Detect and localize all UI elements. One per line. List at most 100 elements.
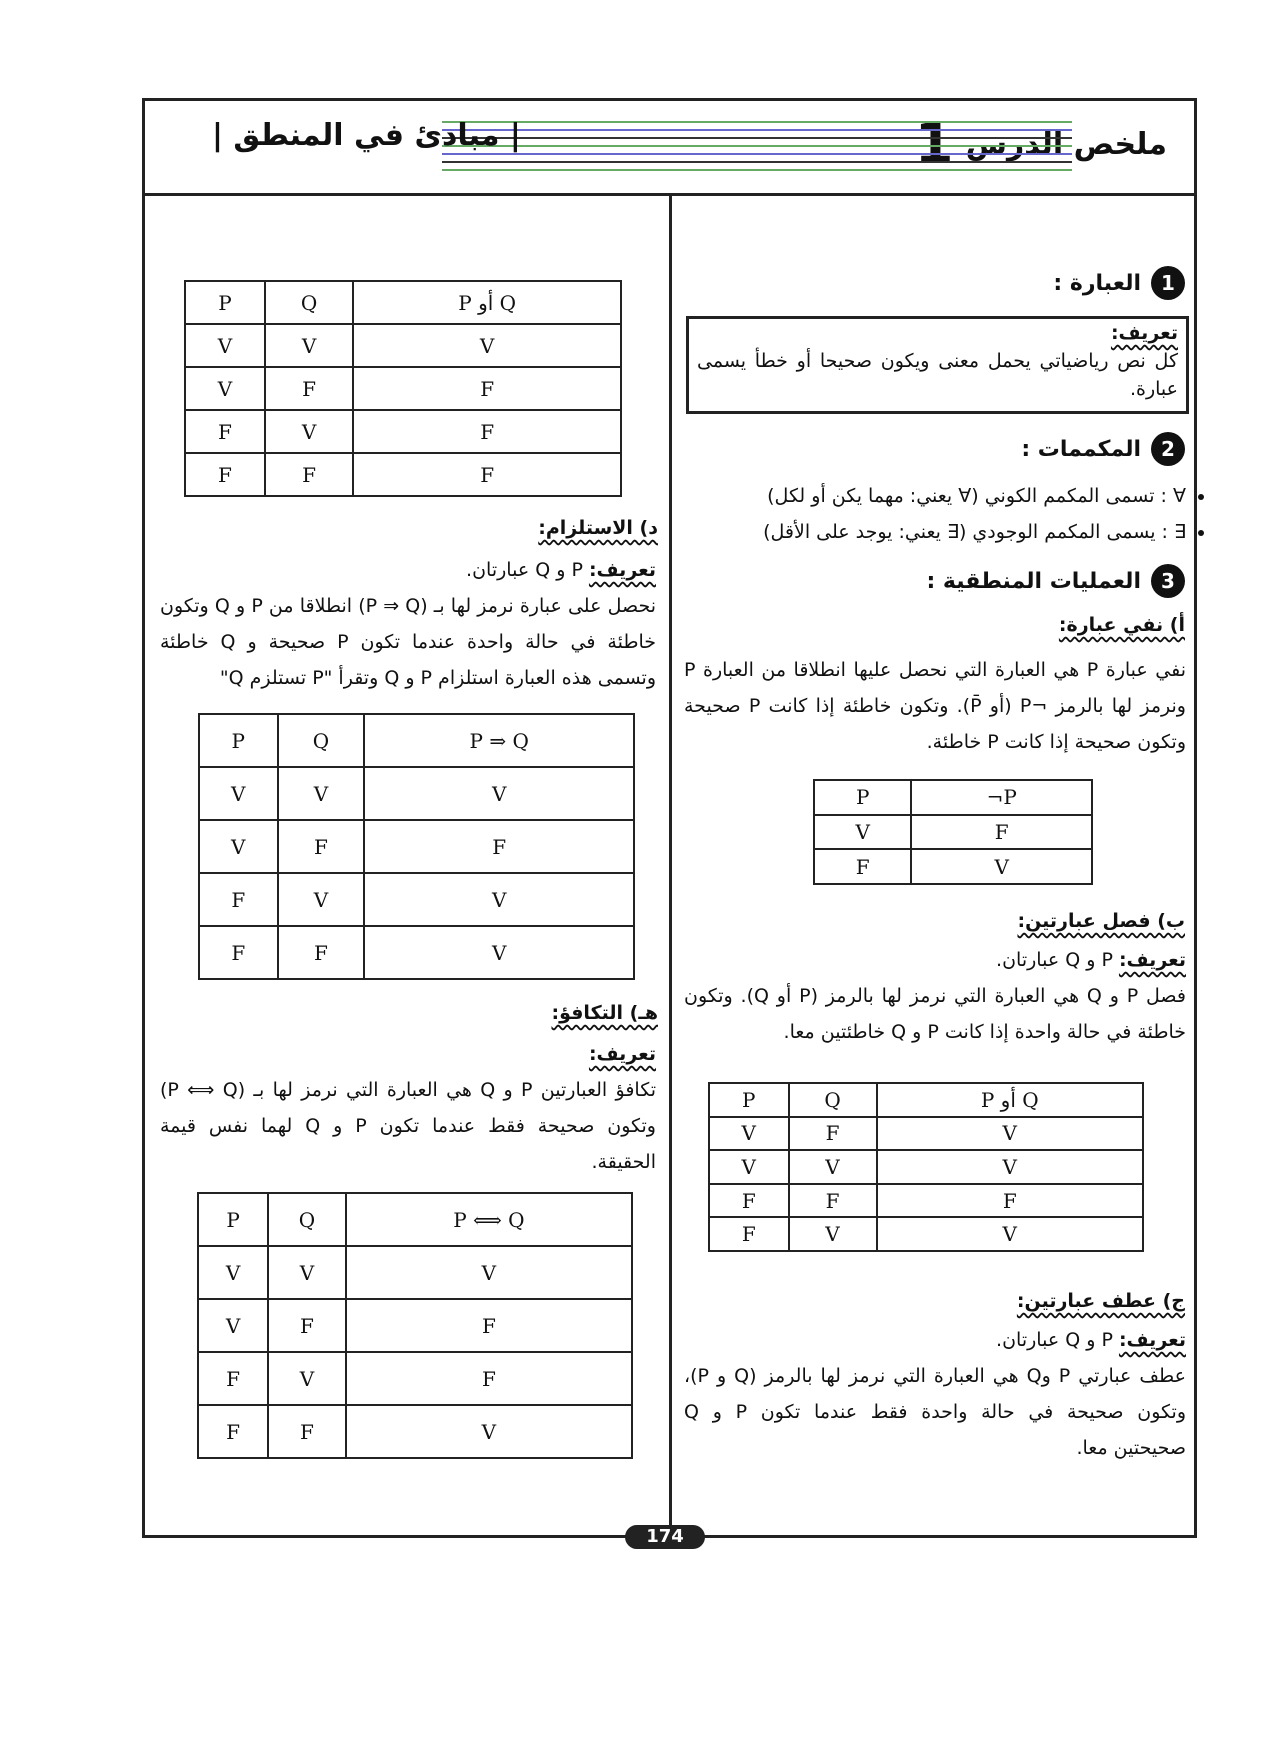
cell: V bbox=[875, 1115, 1145, 1152]
cell: V bbox=[198, 766, 279, 821]
cell: Q bbox=[276, 713, 366, 768]
paragraph: تكافؤ العبارتين P و Q هي العبارة التي نر… bbox=[160, 1079, 656, 1173]
cell: V bbox=[184, 323, 266, 368]
cell: F bbox=[787, 1115, 878, 1152]
cell: V bbox=[184, 366, 266, 411]
definition: تعريف: P و Q عبارتان. bbox=[160, 552, 656, 588]
cell: F bbox=[875, 1182, 1145, 1219]
definition-text: P و Q عبارتان. bbox=[996, 1329, 1113, 1351]
cell: V bbox=[276, 872, 366, 927]
definition: تعريف: P و Q عبارتان. bbox=[684, 1322, 1186, 1358]
subheading: د) الاستلزام: bbox=[538, 517, 658, 539]
cell: V bbox=[198, 819, 279, 874]
cell: V bbox=[875, 1216, 1145, 1252]
cell: V bbox=[363, 925, 635, 980]
cell: F bbox=[708, 1216, 790, 1252]
header-row: P ¬P bbox=[812, 779, 1093, 816]
cell: P bbox=[708, 1082, 790, 1118]
definition-label: تعريف: bbox=[588, 1043, 656, 1065]
cell: P ⟺ Q bbox=[344, 1192, 634, 1247]
cell: F bbox=[184, 409, 266, 454]
definition-label: تعريف: bbox=[160, 1036, 656, 1072]
cell: V bbox=[363, 766, 635, 821]
cell: V bbox=[787, 1149, 878, 1185]
lesson-label: ملخص الدرس bbox=[965, 127, 1167, 162]
paragraph: فصل P و Q هي العبارة التي نرمز لها بالرم… bbox=[684, 985, 1186, 1043]
cell: F bbox=[267, 1404, 347, 1459]
title: | مبادئ في المنطق | bbox=[212, 118, 521, 153]
quantifier: ∀ : تسمى المكمم الكوني (∀ يعني: مهما يكن… bbox=[686, 478, 1186, 514]
cell: F bbox=[344, 1351, 634, 1406]
cell: F bbox=[352, 409, 622, 454]
section-heading: 3 العمليات المنطقية : bbox=[926, 564, 1185, 598]
cell: F bbox=[787, 1182, 878, 1219]
definition-box: تعريف: كل نص رياضياتي يحمل معنى ويكون صحي… bbox=[686, 316, 1189, 414]
subheading: ب) فصل عبارتين: bbox=[1017, 910, 1185, 932]
cell: F bbox=[352, 366, 622, 411]
cell: V bbox=[196, 1298, 270, 1353]
cell: P ⇒ Q bbox=[363, 713, 635, 768]
cell: F bbox=[267, 1298, 347, 1353]
cell: V bbox=[910, 848, 1093, 885]
cell: V bbox=[787, 1216, 878, 1252]
paragraph: نحصل على عبارة نرمز لها بـ (P ⇒ Q) انطلا… bbox=[160, 595, 656, 689]
cell: V bbox=[708, 1115, 790, 1152]
cell: V bbox=[344, 1404, 634, 1459]
cell: F bbox=[812, 848, 913, 885]
cell: P bbox=[184, 280, 266, 325]
truth-table: P ¬P V F F V bbox=[812, 779, 1093, 885]
section-title: العبارة : bbox=[1053, 270, 1141, 296]
cell: P أو Q bbox=[352, 280, 622, 325]
cell: V bbox=[363, 872, 635, 927]
cell: Q bbox=[267, 1192, 347, 1247]
section-number: 2 bbox=[1151, 432, 1185, 466]
section-number: 3 bbox=[1151, 564, 1185, 598]
cell: V bbox=[267, 1245, 347, 1300]
cell: P bbox=[196, 1192, 270, 1247]
cell: F bbox=[196, 1351, 270, 1406]
cell: Q bbox=[263, 280, 355, 325]
cell: V bbox=[276, 766, 366, 821]
cell: V bbox=[263, 409, 355, 454]
stripes bbox=[442, 121, 1072, 171]
paragraph: عطف عبارتي P وQ هي العبارة التي نرمز لها… bbox=[684, 1365, 1186, 1459]
subheading: هـ) التكافؤ: bbox=[551, 1002, 658, 1024]
definition-text: P و Q عبارتان. bbox=[466, 559, 583, 581]
cell: F bbox=[363, 819, 635, 874]
section-title: المكممات : bbox=[1021, 436, 1141, 462]
header: ملخص الدرس 1 | مبادئ في المنطق | bbox=[142, 98, 1197, 196]
definition-label: تعريف: bbox=[588, 559, 656, 581]
cell: F bbox=[344, 1298, 634, 1353]
cell: Q bbox=[787, 1082, 878, 1118]
cell: V bbox=[352, 323, 622, 368]
definition: كل نص رياضياتي يحمل معنى ويكون صحيحا أو … bbox=[697, 350, 1178, 400]
definition-label: تعريف: bbox=[1118, 949, 1186, 971]
cell: F bbox=[352, 452, 622, 497]
cell: P أو Q bbox=[875, 1082, 1145, 1118]
definition-label: تعريف: bbox=[1110, 322, 1178, 344]
cell: F bbox=[276, 925, 366, 980]
section-number: 1 bbox=[1151, 266, 1185, 300]
definition: تعريف: P و Q عبارتان. bbox=[684, 942, 1186, 978]
cell: F bbox=[910, 813, 1093, 851]
cell: F bbox=[198, 925, 279, 980]
title-text: مبادئ في المنطق bbox=[233, 118, 500, 153]
